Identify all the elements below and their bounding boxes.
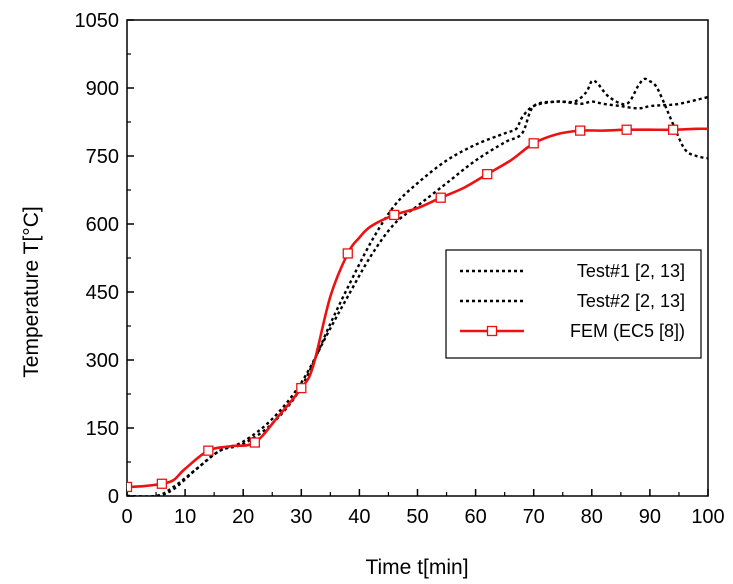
legend: Test#1 [2, 13] Test#2 [2, 13] FEM (EC5 [8]… xyxy=(445,249,702,359)
y-tick-label: 1050 xyxy=(75,10,120,32)
y-tick-label: 150 xyxy=(86,418,119,440)
legend-label: Test#2 [2, 13] xyxy=(577,291,685,311)
data-point-marker xyxy=(575,125,586,136)
x-tick-label: 50 xyxy=(406,506,428,528)
y-tick-label: 300 xyxy=(86,350,119,372)
data-point-marker xyxy=(435,192,446,203)
series-layer xyxy=(127,77,708,496)
x-tick-label: 10 xyxy=(174,506,196,528)
y-tick-label: 750 xyxy=(86,146,119,168)
legend-label: Test#1 [2, 13] xyxy=(577,261,685,281)
x-tick-label: 70 xyxy=(523,506,545,528)
x-tick-label: 20 xyxy=(232,506,254,528)
y-axis-ticks: 0 150 300 450 600 750 900 1050 xyxy=(75,10,134,508)
data-point-marker xyxy=(156,478,168,489)
x-tick-label: 80 xyxy=(581,506,603,528)
legend-item: FEM (EC5 [8]) xyxy=(460,321,685,341)
data-point-marker xyxy=(249,437,260,448)
legend-label: FEM (EC5 [8]) xyxy=(570,321,685,341)
y-tick-label: 600 xyxy=(86,214,119,236)
x-tick-label: 0 xyxy=(121,506,132,528)
legend-marker xyxy=(486,325,498,337)
x-tick-label: 30 xyxy=(290,506,312,528)
series-2 xyxy=(127,77,708,496)
legend-item: Test#2 [2, 13] xyxy=(460,291,685,311)
data-point-marker xyxy=(127,481,133,493)
data-point-marker xyxy=(342,248,353,259)
series-3 xyxy=(127,124,708,493)
y-tick-label: 450 xyxy=(86,282,119,304)
data-point-marker xyxy=(482,168,493,180)
x-tick-label: 40 xyxy=(348,506,370,528)
y-axis-label: Temperature T[°C] xyxy=(20,206,43,377)
data-point-marker xyxy=(621,124,632,135)
x-tick-label: 90 xyxy=(639,506,661,528)
x-axis-ticks: 0 10 20 30 40 50 60 70 80 90 100 xyxy=(121,489,725,528)
y-tick-label: 0 xyxy=(108,486,119,508)
data-point-marker xyxy=(389,209,400,221)
y-tick-label: 900 xyxy=(86,78,119,100)
x-tick-label: 100 xyxy=(691,506,724,528)
data-point-marker xyxy=(296,382,307,394)
data-point-marker xyxy=(203,445,214,456)
data-point-marker xyxy=(667,124,679,135)
series-line xyxy=(127,77,708,496)
x-axis-label: Time t[min] xyxy=(365,556,468,579)
x-tick-label: 60 xyxy=(464,506,486,528)
legend-item: Test#1 [2, 13] xyxy=(460,261,685,281)
data-point-marker xyxy=(528,138,539,149)
legend-box xyxy=(445,249,702,359)
